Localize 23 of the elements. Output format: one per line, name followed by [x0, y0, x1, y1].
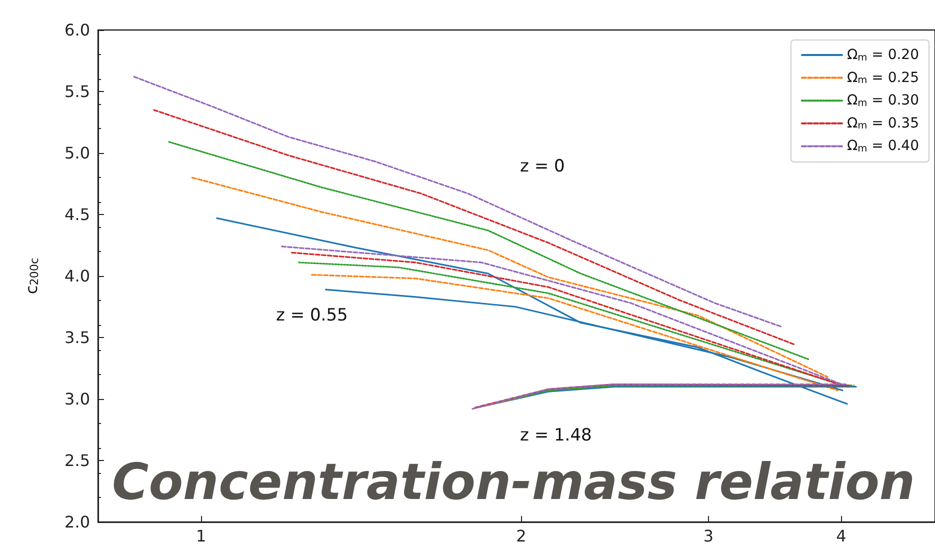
y-tick-label: 5.5 [64, 82, 90, 101]
annotation: z = 0 [520, 156, 565, 176]
legend-label: Ωm = 0.20 [846, 47, 920, 64]
annotation: z = 1.48 [520, 426, 592, 446]
y-tick-label: 4.5 [64, 205, 90, 224]
y-tick-label: 3.5 [64, 328, 90, 347]
x-tick-label: 4 [836, 526, 846, 546]
legend-label: Ωm = 0.35 [846, 115, 920, 132]
x-tick-label: 3 [703, 526, 714, 546]
annotation: z = 0.55 [276, 306, 348, 326]
x-tick-label: 1 [196, 526, 206, 546]
legend-label: Ωm = 0.30 [846, 92, 920, 109]
x-tick-label: 2 [516, 526, 526, 546]
y-tick-label: 4.0 [64, 266, 90, 286]
y-tick-label: 5.0 [64, 144, 90, 162]
y-tick-label: 2.5 [64, 451, 90, 470]
annotation: Concentration-mass relation [112, 453, 916, 511]
y-axis-title: c200c [22, 258, 41, 294]
y-tick-label: 3.0 [64, 390, 90, 408]
y-tick-label: 2.0 [64, 512, 90, 532]
legend-label: Ωm = 0.25 [846, 70, 920, 86]
legend-label: Ωm = 0.40 [846, 138, 920, 154]
y-tick-label: 6.0 [64, 20, 90, 40]
